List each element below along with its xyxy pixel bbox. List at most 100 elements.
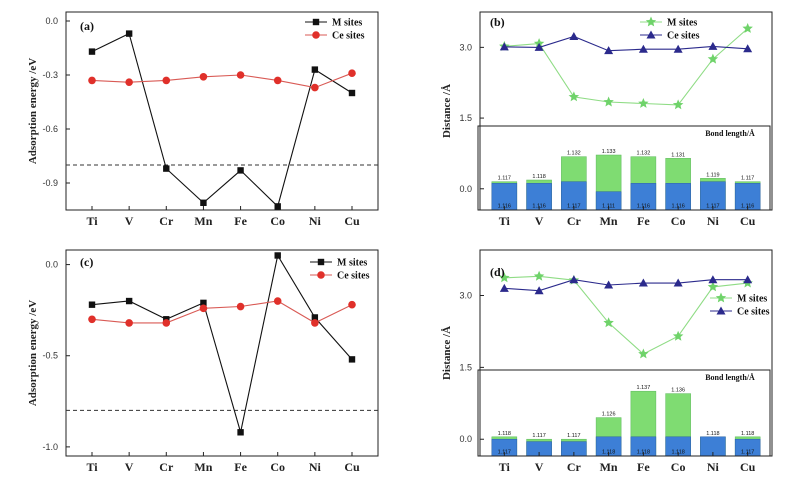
data-point [638, 348, 649, 359]
inset-b: Bond length/Å 1.117 1.118 1.132 1.133 1.132 1.… [477, 125, 771, 211]
plot-frame [65, 11, 379, 211]
legend-label: M sites [332, 18, 362, 29]
y-axis-label: Adsorption energy /eV [27, 58, 39, 164]
series-line [91, 300, 353, 324]
series-ce-sites [88, 297, 356, 327]
legend-marker [645, 16, 657, 27]
x-tick-label: Fe [234, 214, 247, 228]
x-tick-label: Cu [740, 214, 756, 228]
y-axis-label: Distance /Å [441, 84, 453, 138]
data-point [236, 71, 245, 79]
series-line [504, 275, 748, 355]
y-tick-label: 3.0 [459, 291, 472, 301]
inset-bar-adsorbed [630, 183, 657, 211]
inset-label-free: 1.118 [498, 431, 511, 437]
legend-marker [716, 306, 726, 315]
x-tick-label: Ni [707, 460, 720, 474]
x-tick-label: V [125, 460, 134, 474]
inset-label-free: 1.118 [741, 431, 754, 437]
x-tick-label: Mn [194, 460, 212, 474]
y-axis-label: Adsorption energy /eV [27, 300, 39, 406]
series-ce-sites [88, 69, 356, 92]
x-tick-label: Ni [309, 460, 322, 474]
data-point [88, 301, 96, 308]
data-point [673, 278, 683, 287]
x-tick-label: Ti [86, 460, 98, 474]
inset-title: Bond length/Å [705, 129, 755, 138]
data-point [162, 76, 171, 85]
series-line [91, 254, 353, 433]
legend-marker [317, 271, 325, 279]
inset-label-free: 1.132 [567, 151, 581, 157]
data-point [199, 73, 208, 81]
y-tick-label: 0.0 [459, 434, 472, 444]
data-point [348, 356, 356, 363]
inset-frame [477, 369, 771, 457]
x-tick-label: Fe [637, 460, 650, 474]
inset-label-free: 1.136 [671, 388, 685, 394]
inset-label-free: 1.133 [602, 149, 616, 155]
inset-title: Bond length/Å [705, 373, 755, 382]
data-point [237, 167, 244, 174]
x-tick-label: Co [270, 460, 285, 474]
panel-label: (d) [490, 265, 505, 279]
data-point [603, 317, 614, 328]
inset-label-free: 1.119 [706, 172, 719, 178]
data-point [348, 69, 356, 77]
data-point [638, 44, 648, 53]
legend: M sites Ce sites [640, 16, 700, 42]
y-tick-label: 3.0 [459, 42, 472, 52]
x-tick-label: Fe [637, 214, 650, 228]
plot-frame [65, 249, 379, 457]
x-tick-label: Mn [600, 214, 618, 228]
data-point [162, 319, 171, 327]
data-point [673, 44, 683, 53]
x-tick-label: Ti [86, 214, 98, 228]
data-point [534, 286, 544, 295]
inset-bar-adsorbed [734, 183, 761, 211]
inset-label-free: 1.137 [636, 385, 650, 391]
series-m-sites [499, 23, 753, 110]
data-point [707, 281, 719, 292]
inset-bar-adsorbed [491, 183, 518, 211]
y-tick-label: 1.5 [459, 113, 472, 123]
legend: M sites Ce sites [710, 292, 770, 318]
data-point [199, 304, 208, 313]
legend-marker [317, 258, 325, 266]
x-tick-label: Cu [344, 214, 360, 228]
legend-marker [312, 18, 320, 26]
data-point [534, 42, 544, 51]
data-point [603, 96, 614, 107]
inset-label-free: 1.126 [602, 412, 616, 418]
x-tick-label: Ni [707, 214, 720, 228]
panel-label: (c) [80, 255, 93, 269]
data-point [200, 199, 207, 206]
inset-label-free: 1.118 [532, 174, 545, 180]
legend: M sites Ce sites [310, 258, 370, 282]
data-point [708, 41, 718, 50]
data-point [311, 319, 319, 327]
inset-label-free: 1.132 [636, 151, 650, 157]
data-point [533, 270, 545, 281]
series-line [91, 72, 353, 89]
x-tick-label: Cr [567, 214, 582, 228]
data-point [88, 76, 96, 85]
inset-label-free: 1.117 [567, 433, 580, 439]
data-point [499, 272, 510, 283]
x-tick-label: Mn [600, 460, 618, 474]
y-tick-label: -0.6 [42, 124, 58, 134]
data-point [274, 252, 281, 259]
inset-frame [477, 125, 771, 211]
series-ce-sites [499, 275, 753, 295]
data-point [311, 83, 319, 92]
series-m-sites [88, 252, 356, 436]
x-tick-label: Mn [194, 214, 212, 228]
inset-d: Bond length/Å 1.118 1.117 1.117 1.126 1.137 1.… [477, 369, 771, 457]
y-tick-label: 0.0 [45, 260, 58, 270]
legend-label: M sites [737, 294, 767, 305]
x-tick-label: Co [671, 460, 686, 474]
inset-label-free: 1.118 [706, 431, 719, 437]
y-tick-label: -0.9 [42, 178, 58, 188]
plot-frame [479, 249, 773, 457]
